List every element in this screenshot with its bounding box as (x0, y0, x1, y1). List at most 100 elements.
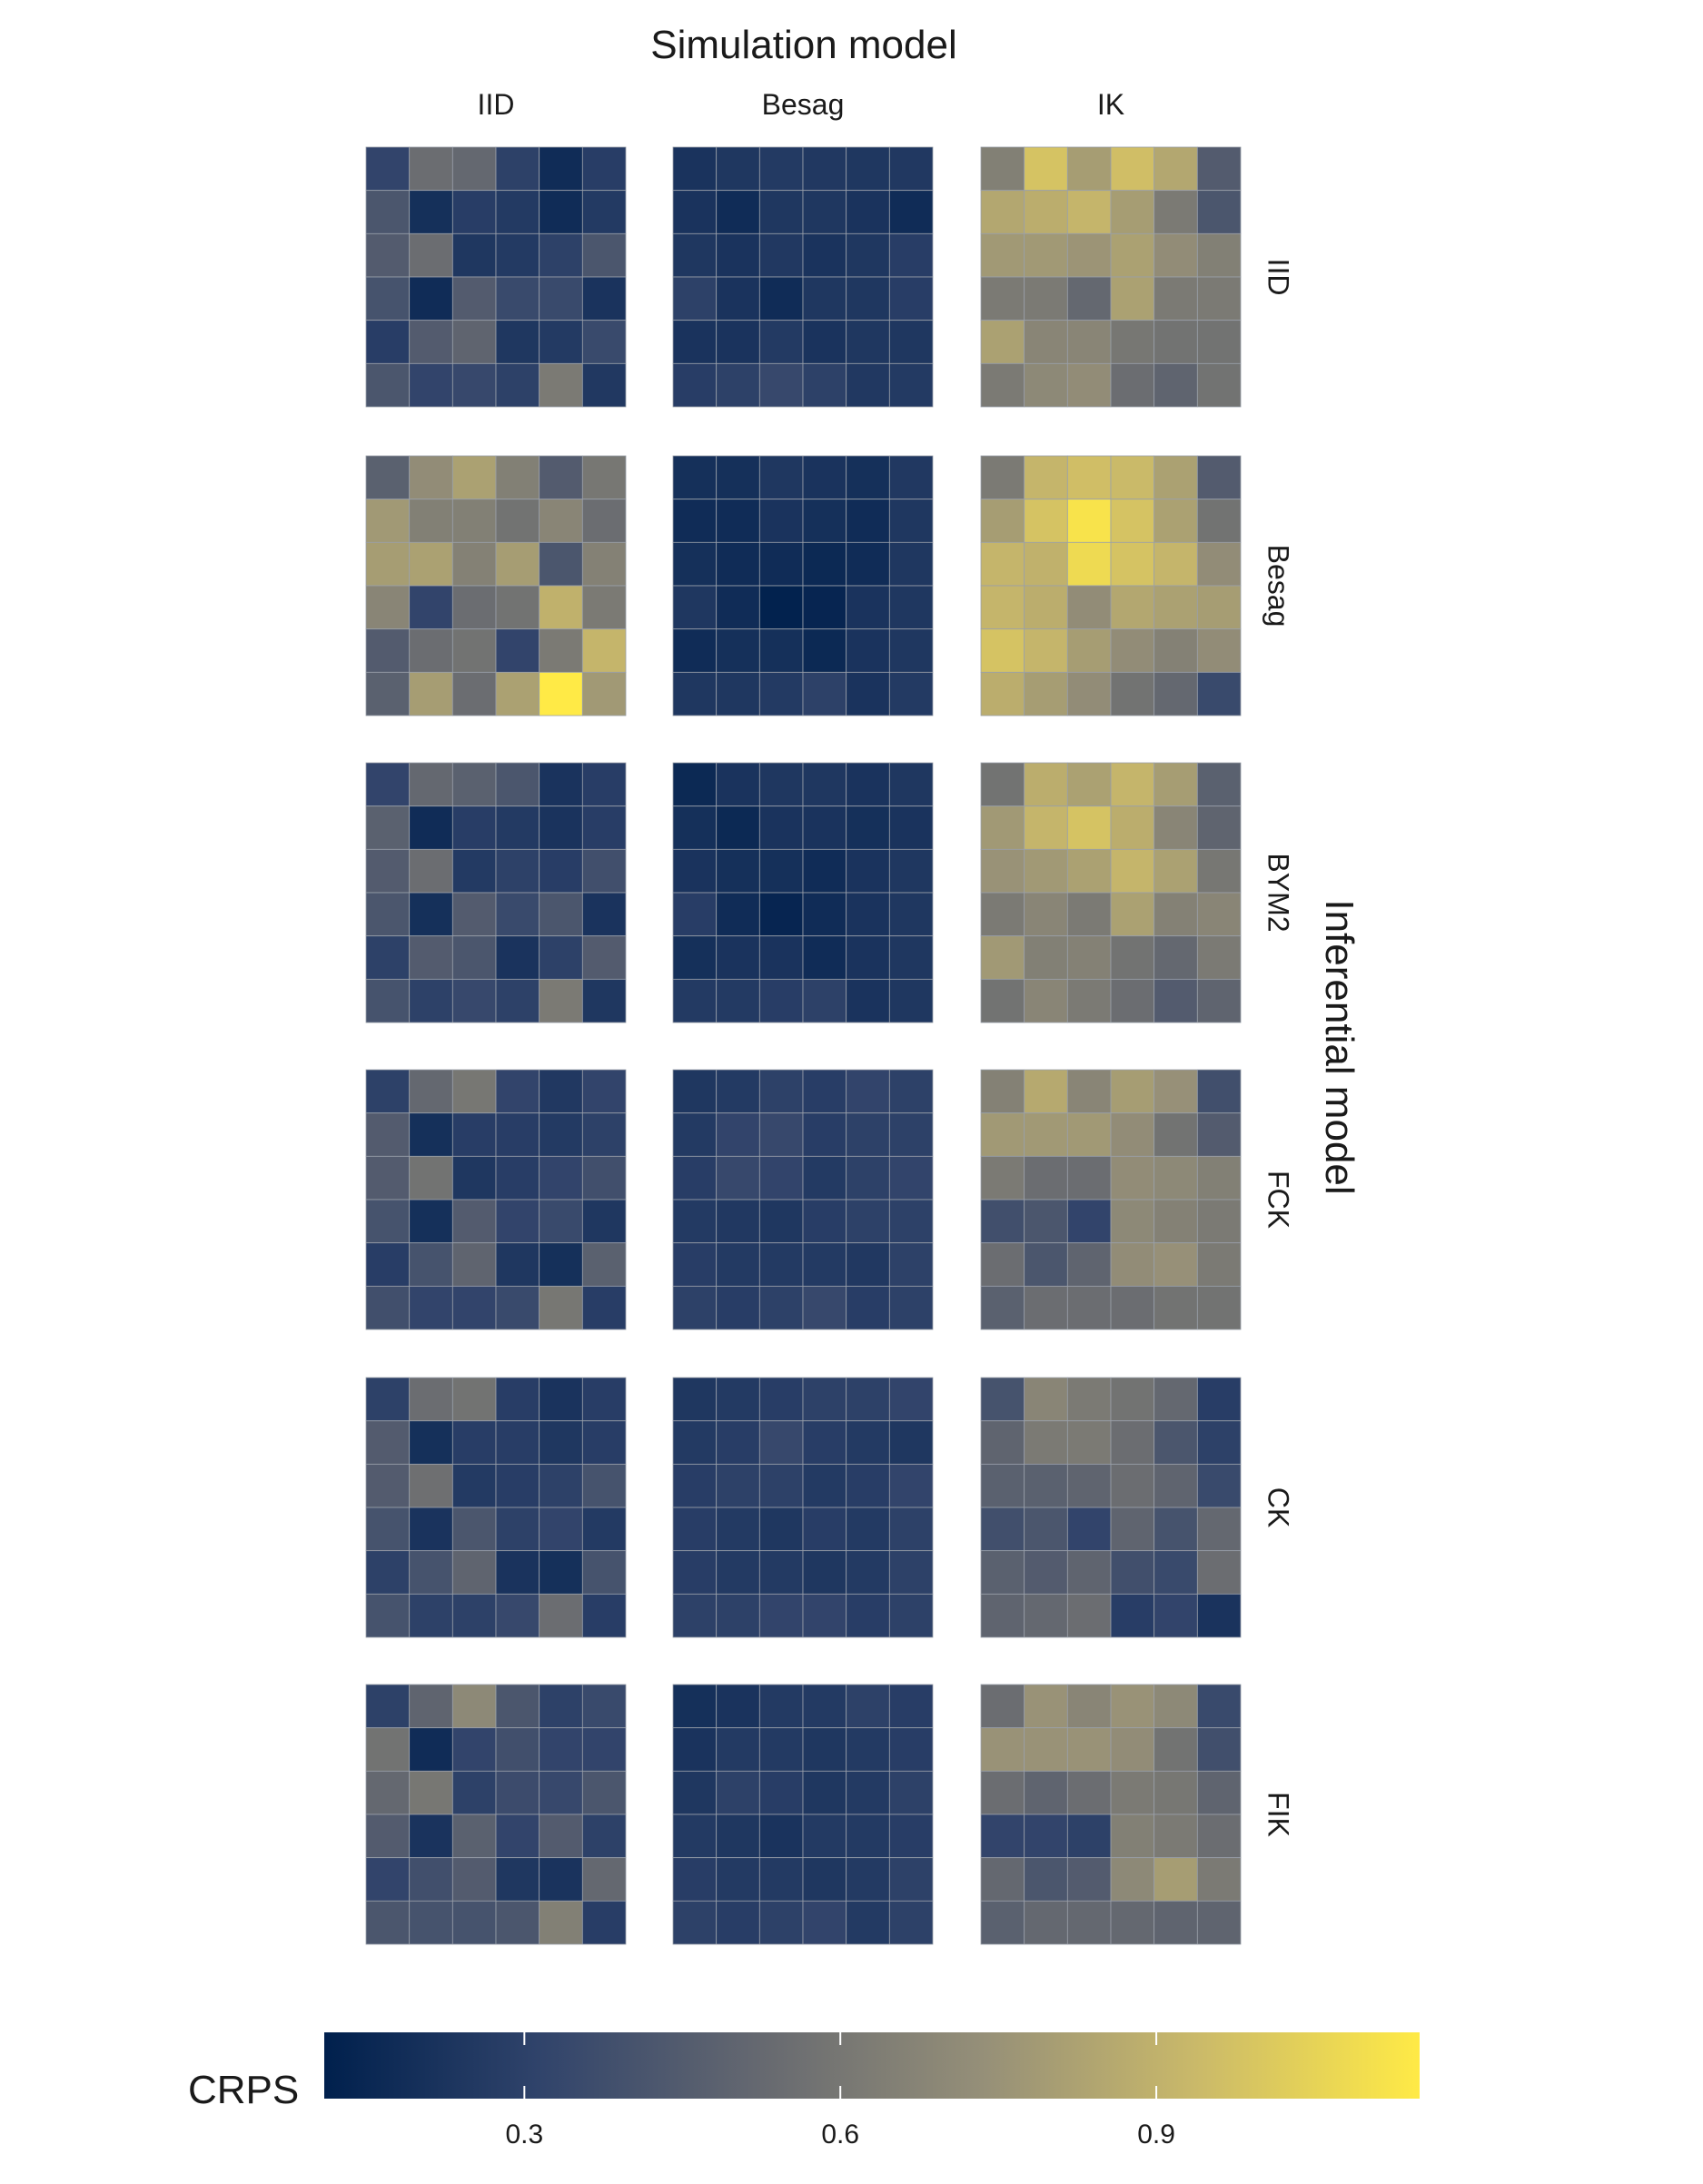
heatmap-cell (365, 805, 411, 850)
heatmap-cell (980, 1507, 1025, 1552)
heatmap-cell (539, 1155, 583, 1201)
heatmap-cell (365, 1377, 411, 1422)
row-label-iid: IID (1262, 259, 1295, 296)
heatmap-cell (1153, 1507, 1198, 1552)
heatmap-cell (758, 805, 804, 850)
heatmap-cell (802, 1550, 847, 1595)
heatmap-cell (846, 628, 890, 673)
heatmap-cell (1024, 1727, 1068, 1772)
heatmap-cell (672, 892, 718, 937)
heatmap-cell (758, 1813, 804, 1859)
heatmap-cell (846, 1199, 890, 1244)
heatmap-cell (716, 1550, 760, 1595)
heatmap-cell (716, 1155, 760, 1201)
heatmap-cell (409, 848, 453, 894)
colorbar (324, 2032, 1420, 2099)
heatmap-cell (409, 146, 453, 192)
heatmap-cell (802, 1684, 847, 1729)
heatmap-cell (1110, 455, 1155, 500)
heatmap-cell (758, 848, 804, 894)
heatmap-cell (716, 190, 760, 234)
heatmap-cell (888, 499, 934, 543)
heatmap-cell (980, 232, 1025, 278)
panel-fck-iid (365, 1069, 627, 1330)
heatmap-cell (846, 1813, 890, 1859)
heatmap-cell (802, 1377, 847, 1422)
heatmap-cell (409, 1199, 453, 1244)
heatmap-cell (539, 232, 583, 278)
heatmap-cell (1110, 1507, 1155, 1552)
heatmap-cell (980, 892, 1025, 937)
heatmap-cell (1024, 935, 1068, 980)
heatmap-cell (1196, 362, 1242, 408)
heatmap-cell (539, 1813, 583, 1859)
heatmap-cell (1066, 1377, 1112, 1422)
heatmap-cell (672, 1199, 718, 1244)
heatmap-cell (758, 146, 804, 192)
heatmap-cell (451, 455, 497, 500)
heatmap-cell (846, 1684, 890, 1729)
heatmap-cell (1024, 190, 1068, 234)
heatmap-cell (539, 1550, 583, 1595)
heatmap-cell (1024, 1463, 1068, 1508)
heatmap-cell (758, 1770, 804, 1815)
heatmap-cell (980, 1593, 1025, 1638)
heatmap-cell (672, 320, 718, 364)
heatmap-cell (495, 1285, 540, 1330)
heatmap-cell (1196, 1069, 1242, 1114)
heatmap-cell (409, 1813, 453, 1859)
heatmap-cell (758, 1112, 804, 1157)
heatmap-cell (581, 1155, 627, 1201)
heatmap-cell (1066, 320, 1112, 364)
heatmap-cell (846, 320, 890, 364)
heatmap-cell (1196, 671, 1242, 716)
heatmap-cell (365, 628, 411, 673)
heatmap-cell (758, 232, 804, 278)
heatmap-cell (539, 1242, 583, 1287)
heatmap-cell (365, 146, 411, 192)
heatmap-cell (758, 276, 804, 321)
heatmap-cell (1196, 1727, 1242, 1772)
heatmap-cell (1024, 848, 1068, 894)
heatmap-cell (539, 362, 583, 408)
heatmap-cell (365, 1813, 411, 1859)
heatmap-cell (980, 499, 1025, 543)
heatmap-cell (1110, 1112, 1155, 1157)
heatmap-cell (802, 1420, 847, 1465)
heatmap-cell (1153, 1684, 1198, 1729)
heatmap-cell (1153, 805, 1198, 850)
heatmap-cell (365, 499, 411, 543)
heatmap-cell (846, 1112, 890, 1157)
panel-besag-iid (365, 455, 627, 716)
heatmap-cell (672, 362, 718, 408)
heatmap-cell (846, 499, 890, 543)
heatmap-cell (451, 805, 497, 850)
heatmap-cell (980, 1684, 1025, 1729)
heatmap-cell (581, 585, 627, 630)
heatmap-cell (1024, 628, 1068, 673)
heatmap-cell (1196, 762, 1242, 807)
heatmap-cell (716, 499, 760, 543)
heatmap-cell (758, 1242, 804, 1287)
heatmap-cell (672, 1593, 718, 1638)
heatmap-cell (672, 1377, 718, 1422)
heatmap-cell (1153, 320, 1198, 364)
heatmap-cell (1196, 1857, 1242, 1902)
heatmap-cell (1024, 232, 1068, 278)
heatmap-cell (758, 1155, 804, 1201)
heatmap-cell (758, 1463, 804, 1508)
heatmap-cell (539, 146, 583, 192)
heatmap-cell (409, 455, 453, 500)
heatmap-cell (581, 1242, 627, 1287)
heatmap-cell (495, 455, 540, 500)
heatmap-cell (539, 1420, 583, 1465)
heatmap-cell (1196, 892, 1242, 937)
heatmap-cell (888, 1900, 934, 1945)
heatmap-cell (1110, 1900, 1155, 1945)
heatmap-cell (846, 1155, 890, 1201)
heatmap-cell (495, 1550, 540, 1595)
heatmap-cell (581, 541, 627, 587)
heatmap-cell (539, 585, 583, 630)
heatmap-cell (495, 1069, 540, 1114)
